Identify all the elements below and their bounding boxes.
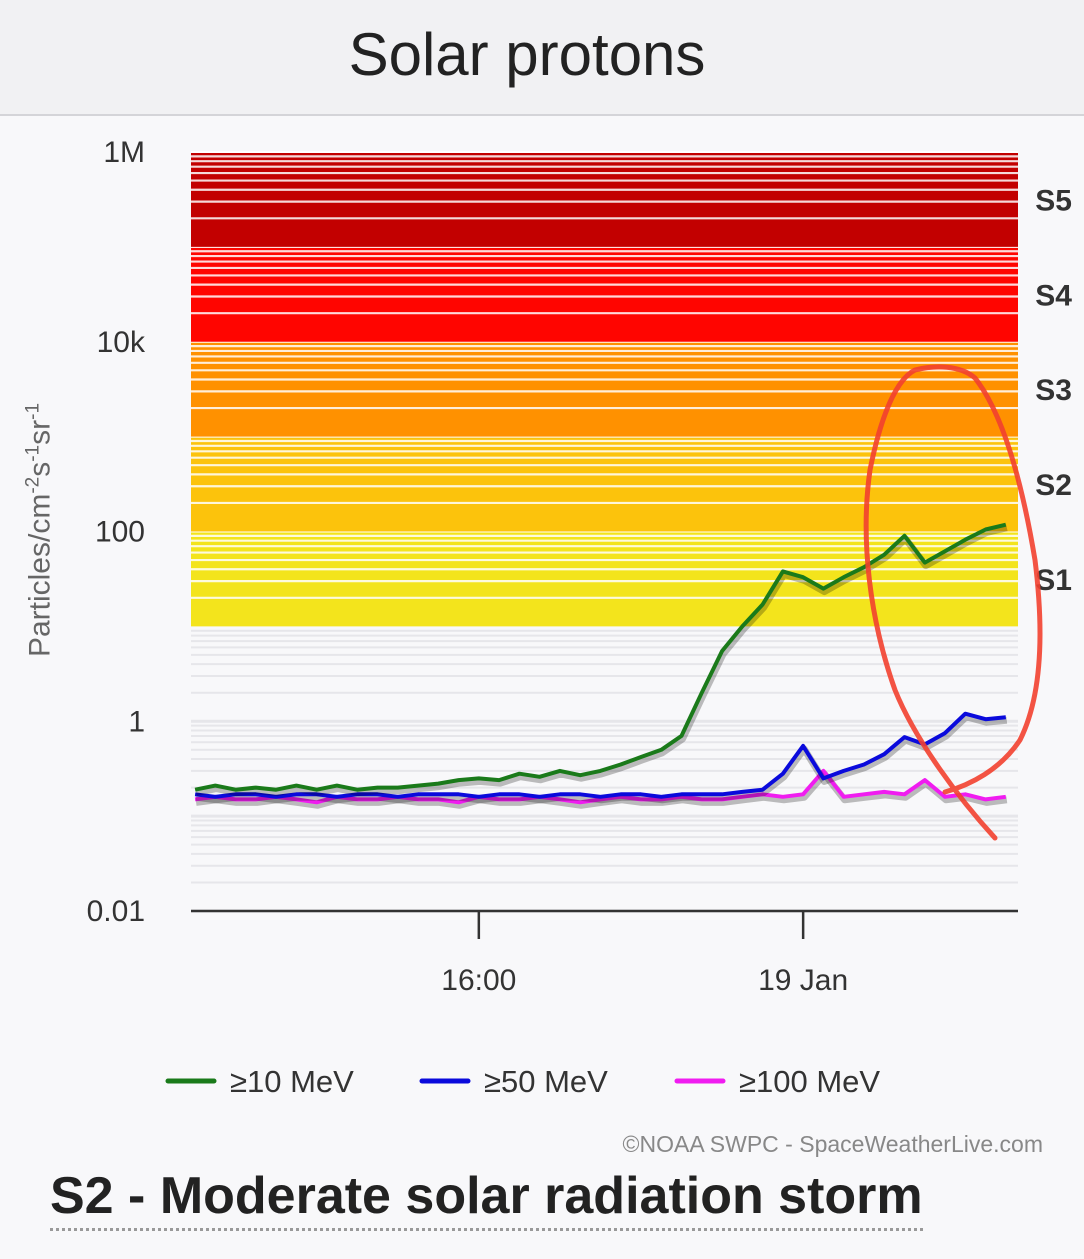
series-line-10mev (194, 522, 1007, 792)
storm-band-s1 (191, 531, 1018, 627)
y-axis-label: Particles/cm-2s-1sr-1 (22, 402, 57, 658)
series-shadow (195, 713, 1008, 804)
chart-title: Solar protons (348, 21, 706, 88)
y-tick-label: 10k (97, 326, 146, 359)
legend-label: ≥100 MeV (739, 1064, 880, 1099)
x-tick-label: 16:00 (441, 964, 516, 997)
storm-level-label: S5 (1035, 184, 1072, 217)
storm-level-label: S1 (1035, 564, 1072, 597)
y-tick-label: 1M (103, 136, 145, 169)
series-line-50mev (194, 711, 1006, 799)
credit-text: ©NOAA SWPC - SpaceWeatherLive.com (622, 1131, 1043, 1157)
series-shadow (195, 770, 1008, 809)
storm-level-label: S4 (1035, 279, 1072, 312)
legend-label: ≥50 MeV (484, 1064, 608, 1099)
y-tick-label: 100 (95, 516, 145, 549)
storm-level-label: S3 (1035, 374, 1072, 407)
series-line-100mev (194, 768, 1007, 805)
storm-band-s2 (191, 436, 1018, 532)
storm-status-heading[interactable]: S2 - Moderate solar radiation storm (50, 1166, 923, 1231)
title-bar: Solar protons (0, 0, 1084, 116)
y-tick-label: 1 (128, 705, 145, 738)
storm-level-label: S2 (1035, 469, 1072, 502)
series-shadow (195, 524, 1008, 797)
storm-band-s5 (191, 152, 1018, 247)
x-tick-label: 19 Jan (758, 964, 848, 997)
legend-label: ≥10 MeV (230, 1064, 354, 1099)
storm-band-s4 (191, 246, 1018, 342)
y-tick-label: 0.01 (87, 895, 145, 928)
hand-drawn-annotation-circle (863, 364, 1043, 841)
